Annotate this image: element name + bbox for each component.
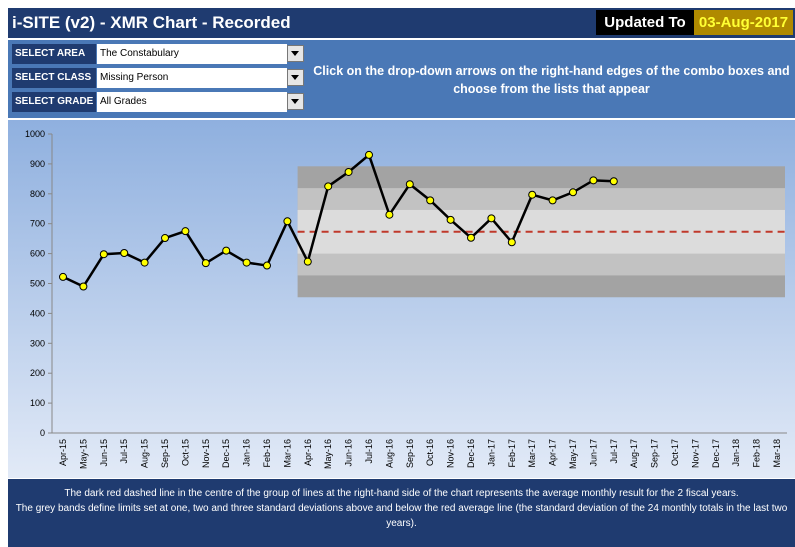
data-point (609, 177, 618, 186)
data-point (120, 249, 129, 258)
x-tick-label: Sep-15 (160, 439, 170, 468)
x-tick-label: Apr-15 (58, 439, 68, 466)
x-tick-label: Jun-16 (344, 439, 354, 467)
x-tick-label: Feb-17 (507, 439, 517, 468)
dropdown-button[interactable] (287, 93, 304, 110)
x-tick-label: Mar-17 (527, 439, 537, 468)
data-point (528, 190, 537, 199)
data-point (385, 210, 394, 219)
x-tick-label: Jan-18 (731, 439, 741, 467)
x-tick-label: Jun-15 (99, 439, 109, 467)
data-point (426, 196, 435, 205)
x-tick-label: Nov-15 (201, 439, 211, 468)
x-tick-label: Apr-16 (303, 439, 313, 466)
data-point (79, 282, 88, 291)
data-point (365, 150, 373, 159)
data-point (446, 215, 455, 224)
x-tick-label: Sep-17 (650, 439, 660, 468)
y-tick-label: 800 (30, 189, 45, 199)
data-point (303, 257, 312, 266)
selector-label: SELECT AREA (12, 44, 96, 64)
data-point (99, 250, 108, 259)
y-tick-label: 400 (30, 308, 45, 318)
y-tick-label: 700 (30, 219, 45, 229)
x-tick-label: Aug-17 (629, 439, 639, 468)
selector[interactable]: SELECT GRADE All Grades (12, 92, 308, 112)
footer-text: The dark red dashed line in the centre o… (64, 488, 739, 499)
y-tick-label: 300 (30, 338, 45, 348)
header: i-SITE (v2) - XMR Chart - Recorded Updat… (8, 8, 795, 38)
x-tick-label: Nov-17 (690, 439, 700, 468)
data-point (405, 180, 414, 189)
data-point (242, 258, 251, 267)
x-tick-label: Feb-18 (752, 439, 762, 468)
x-tick-label: Nov-16 (446, 439, 456, 468)
data-point (161, 234, 169, 243)
data-point (548, 196, 557, 205)
data-point (59, 272, 67, 281)
data-point (569, 188, 577, 197)
data-point (507, 238, 516, 247)
data-point (283, 217, 292, 226)
updated-label: Updated To (596, 10, 694, 35)
selector[interactable]: SELECT AREA The Constabulary (12, 44, 308, 64)
x-tick-label: Oct-16 (425, 439, 435, 466)
controls: SELECT AREA The Constabulary SELECT CLAS… (8, 40, 795, 118)
x-tick-label: Jan-16 (242, 439, 252, 467)
x-tick-label: Jul-16 (364, 439, 374, 464)
x-tick-label: Jul-17 (609, 439, 619, 464)
footer: The dark red dashed line in the centre o… (8, 479, 795, 547)
updated-date: 03-Aug-2017 (694, 10, 793, 35)
data-point (324, 182, 333, 191)
y-tick-label: 900 (30, 159, 45, 169)
y-tick-label: 500 (30, 279, 45, 289)
x-tick-label: May-17 (568, 439, 578, 469)
data-point (201, 259, 210, 268)
x-tick-label: Jul-15 (119, 439, 129, 464)
selector[interactable]: SELECT CLASS Missing Person (12, 68, 308, 88)
data-point (181, 227, 190, 236)
x-tick-label: Jan-17 (486, 439, 496, 467)
data-point (487, 214, 496, 223)
x-tick-label: Aug-16 (384, 439, 394, 468)
y-tick-label: 100 (30, 398, 45, 408)
instructions: Click on the drop-down arrows on the rig… (313, 64, 790, 96)
x-tick-label: Dec-17 (711, 439, 721, 468)
data-point (222, 246, 231, 255)
y-tick-label: 200 (30, 368, 45, 378)
selector-label: SELECT GRADE (12, 92, 96, 112)
selector-value[interactable]: All Grades (97, 92, 287, 112)
x-tick-label: Dec-16 (466, 439, 476, 468)
data-line (62, 152, 614, 289)
x-tick-label: Oct-17 (670, 439, 680, 466)
y-tick-label: 0 (40, 428, 45, 438)
x-tick-label: Aug-15 (140, 439, 150, 468)
selector-label: SELECT CLASS (12, 68, 96, 88)
footer-text: The grey bands define limits set at one,… (15, 503, 788, 529)
x-tick-label: May-15 (78, 439, 88, 469)
selector-value[interactable]: The Constabulary (97, 44, 287, 64)
y-tick-label: 1000 (25, 129, 45, 139)
data-point (344, 167, 353, 176)
x-tick-label: Apr-17 (548, 439, 558, 466)
selector-value[interactable]: Missing Person (97, 68, 287, 88)
x-tick-label: Feb-16 (262, 439, 272, 468)
x-tick-label: Dec-15 (221, 439, 231, 468)
x-tick-label: Sep-16 (405, 439, 415, 468)
x-tick-label: Oct-15 (180, 439, 190, 466)
dropdown-button[interactable] (287, 69, 304, 86)
x-tick-label: May-16 (323, 439, 333, 469)
x-tick-label: Jun-17 (588, 439, 598, 467)
data-point (263, 261, 271, 270)
page-title: i-SITE (v2) - XMR Chart - Recorded (12, 13, 291, 32)
y-tick-label: 600 (30, 249, 45, 259)
x-tick-label: Mar-18 (772, 439, 782, 468)
data-point (467, 233, 475, 242)
data-point (140, 258, 149, 267)
x-tick-label: Mar-16 (282, 439, 292, 468)
dropdown-button[interactable] (287, 45, 304, 62)
data-point (589, 176, 598, 185)
